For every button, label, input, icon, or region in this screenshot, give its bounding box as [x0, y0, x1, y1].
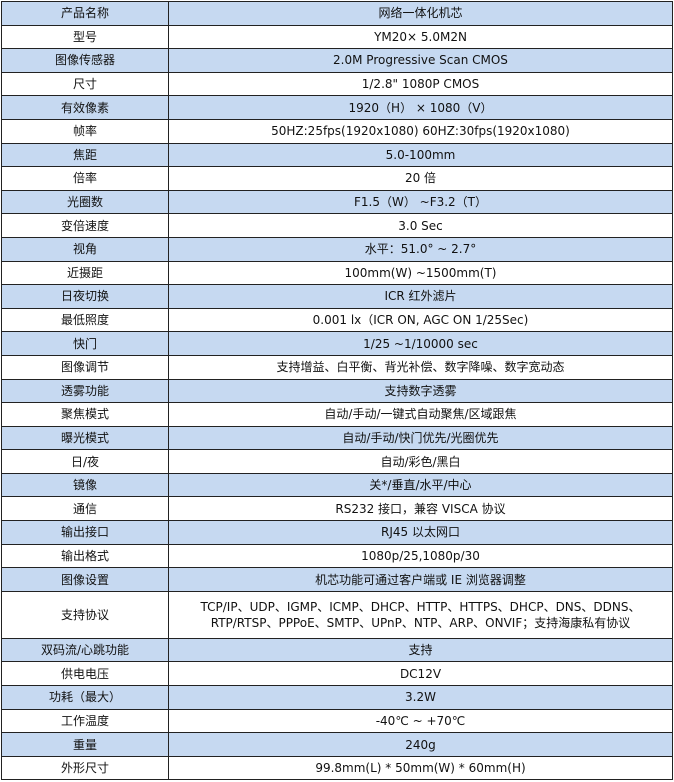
spec-label: 输出接口 [1, 520, 169, 545]
spec-row: 帧率 50HZ:25fps(1920x1080) 60HZ:30fps(1920x… [1, 118, 673, 144]
spec-row: 支持协议 TCP/IP、UDP、IGMP、ICMP、DHCP、HTTP、HTTPS… [1, 590, 673, 639]
spec-label: 曝光模式 [1, 425, 169, 451]
spec-value: 机芯功能可通过客户端或 IE 浏览器调整 [168, 567, 673, 592]
spec-value: 自动/手动/快门优先/光圈优先 [168, 425, 673, 451]
spec-value: ICR 红外滤片 [168, 284, 673, 309]
spec-value: 50HZ:25fps(1920x1080) 60HZ:30fps(1920x10… [168, 118, 673, 144]
spec-label: 功耗（最大） [1, 685, 169, 710]
spec-label: 倍率 [1, 166, 169, 191]
spec-row: 输出接口 RJ45 以太网口 [1, 520, 673, 545]
spec-label: 尺寸 [1, 71, 169, 97]
spec-label: 图像设置 [1, 567, 169, 592]
spec-label: 外形尺寸 [1, 755, 169, 781]
spec-row: 外形尺寸 99.8mm(L) * 50mm(W) * 60mm(H) [1, 755, 673, 781]
spec-label: 输出格式 [1, 543, 169, 569]
spec-row: 图像设置 机芯功能可通过客户端或 IE 浏览器调整 [1, 567, 673, 592]
spec-row: 图像调节 支持增益、白平衡、背光补偿、数字降噪、数字宽动态 [1, 354, 673, 380]
spec-value: 99.8mm(L) * 50mm(W) * 60mm(H) [168, 755, 673, 781]
spec-label: 视角 [1, 236, 169, 262]
spec-label: 支持协议 [1, 590, 169, 639]
spec-value: 1/25 ~1/10000 sec [168, 331, 673, 356]
spec-label: 变倍速度 [1, 213, 169, 238]
spec-label: 快门 [1, 331, 169, 356]
spec-label: 最低照度 [1, 307, 169, 333]
spec-row: 聚焦模式 自动/手动/一键式自动聚焦/区域跟焦 [1, 402, 673, 427]
spec-value: 2.0M Progressive Scan CMOS [168, 48, 673, 73]
spec-value: 1080p/25,1080p/30 [168, 543, 673, 569]
spec-label: 通信 [1, 496, 169, 522]
spec-value: 1/2.8" 1080P CMOS [168, 71, 673, 97]
spec-value: 20 倍 [168, 166, 673, 191]
spec-row: 倍率 20 倍 [1, 166, 673, 191]
spec-value: 1920（H） × 1080（V） [168, 95, 673, 120]
spec-row: 透雾功能 支持数字透雾 [1, 378, 673, 404]
spec-row: 最低照度 0.001 lx（ICR ON, AGC ON 1/25Sec) [1, 307, 673, 333]
spec-row: 有效像素 1920（H） × 1080（V） [1, 95, 673, 120]
spec-row: 工作温度 -40℃ ~ +70℃ [1, 708, 673, 734]
spec-label: 型号 [1, 24, 169, 50]
spec-label: 产品名称 [1, 1, 169, 26]
spec-label: 光圈数 [1, 189, 169, 215]
spec-row: 功耗（最大） 3.2W [1, 685, 673, 710]
spec-value: 支持数字透雾 [168, 378, 673, 404]
spec-value: 3.2W [168, 685, 673, 710]
spec-label: 聚焦模式 [1, 402, 169, 427]
spec-label: 日/夜 [1, 449, 169, 474]
spec-row: 产品名称 网络一体化机芯 [1, 1, 673, 26]
spec-row: 型号 YM20× 5.0M2N [1, 24, 673, 50]
spec-label: 图像传感器 [1, 48, 169, 73]
spec-label: 重量 [1, 732, 169, 757]
spec-row: 镜像 关*/垂直/水平/中心 [1, 472, 673, 498]
spec-row: 输出格式 1080p/25,1080p/30 [1, 543, 673, 569]
spec-row: 通信 RS232 接口，兼容 VISCA 协议 [1, 496, 673, 522]
spec-label: 帧率 [1, 118, 169, 144]
spec-value: -40℃ ~ +70℃ [168, 708, 673, 734]
spec-value: 5.0-100mm [168, 142, 673, 168]
spec-row: 双码流/心跳功能 支持 [1, 637, 673, 663]
spec-row: 光圈数 F1.5（W） ~F3.2（T） [1, 189, 673, 215]
spec-label: 焦距 [1, 142, 169, 168]
spec-label: 供电电压 [1, 661, 169, 687]
spec-label: 工作温度 [1, 708, 169, 734]
spec-row: 供电电压 DC12V [1, 661, 673, 687]
spec-value: 100mm(W) ~1500mm(T) [168, 260, 673, 286]
spec-row: 重量 240g [1, 732, 673, 757]
spec-value: RJ45 以太网口 [168, 520, 673, 545]
spec-value: YM20× 5.0M2N [168, 24, 673, 50]
spec-value: 支持增益、白平衡、背光补偿、数字降噪、数字宽动态 [168, 354, 673, 380]
spec-row: 近摄距 100mm(W) ~1500mm(T) [1, 260, 673, 286]
spec-label: 双码流/心跳功能 [1, 637, 169, 663]
spec-value: 关*/垂直/水平/中心 [168, 472, 673, 498]
spec-label: 图像调节 [1, 354, 169, 380]
spec-row: 日/夜 自动/彩色/黑白 [1, 449, 673, 474]
spec-value: 240g [168, 732, 673, 757]
spec-value: DC12V [168, 661, 673, 687]
spec-row: 尺寸 1/2.8" 1080P CMOS [1, 71, 673, 97]
spec-value: 水平：51.0° ~ 2.7° [168, 236, 673, 262]
spec-label: 有效像素 [1, 95, 169, 120]
spec-value: 3.0 Sec [168, 213, 673, 238]
spec-row: 曝光模式 自动/手动/快门优先/光圈优先 [1, 425, 673, 451]
spec-row: 快门 1/25 ~1/10000 sec [1, 331, 673, 356]
spec-label: 近摄距 [1, 260, 169, 286]
spec-value: 自动/手动/一键式自动聚焦/区域跟焦 [168, 402, 673, 427]
spec-row: 视角 水平：51.0° ~ 2.7° [1, 236, 673, 262]
spec-value: 0.001 lx（ICR ON, AGC ON 1/25Sec) [168, 307, 673, 333]
spec-value: TCP/IP、UDP、IGMP、ICMP、DHCP、HTTP、HTTPS、DHC… [168, 590, 673, 639]
spec-row: 日夜切换 ICR 红外滤片 [1, 284, 673, 309]
spec-value: 支持 [168, 637, 673, 663]
spec-row: 图像传感器 2.0M Progressive Scan CMOS [1, 48, 673, 73]
spec-label: 透雾功能 [1, 378, 169, 404]
spec-value: 网络一体化机芯 [168, 1, 673, 26]
spec-row: 变倍速度 3.0 Sec [1, 213, 673, 238]
spec-label: 日夜切换 [1, 284, 169, 309]
spec-value: RS232 接口，兼容 VISCA 协议 [168, 496, 673, 522]
spec-row: 焦距 5.0-100mm [1, 142, 673, 168]
spec-label: 镜像 [1, 472, 169, 498]
spec-value: 自动/彩色/黑白 [168, 449, 673, 474]
spec-value: F1.5（W） ~F3.2（T） [168, 189, 673, 215]
